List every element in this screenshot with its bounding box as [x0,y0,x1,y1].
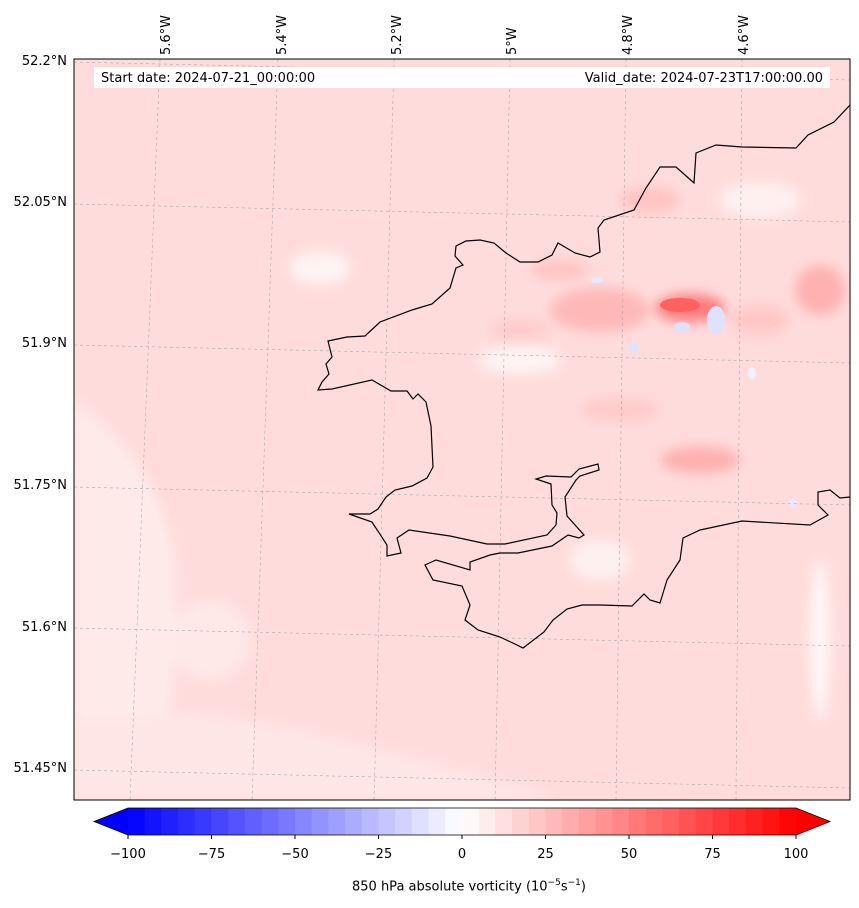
lat-label-1: 52.2°N [22,54,67,69]
colorbar-tick-label: −50 [281,847,308,862]
latitude-labels: 52.2°N 52.05°N 51.9°N 51.75°N 51.6°N 51.… [14,54,67,776]
neg-cell-2 [674,322,690,332]
light-patch-3 [480,346,560,374]
start-date-text: Start date: 2024-07-21_00:00:00 [101,71,315,86]
colorbar-extend-min [94,808,128,835]
colorbar-segment [128,808,146,835]
neg-cell-5 [789,498,797,508]
light-patch-6 [810,560,830,720]
colorbar-segment [462,808,480,835]
colorbar-segment [428,808,446,835]
colorbar-tick-label: 75 [704,847,721,862]
colorbar-segment [328,808,346,835]
lon-label-3: 5.2°W [390,15,405,55]
colorbar-extend-max [796,808,830,835]
colorbar-segment [345,808,363,835]
colorbar-segment [361,808,380,835]
colorbar-segment [562,808,580,835]
valid-date-text: Valid_date: 2024-07-23T17:00:00.00 [585,71,823,86]
colorbar-segment [629,808,647,835]
lat-label-6: 51.45°N [14,761,67,776]
map-frame [73,58,851,801]
colorbar-segment [311,808,329,835]
colorbar-tick-label: −75 [198,847,225,862]
lat-label-3: 51.9°N [22,336,67,351]
pos-patch-5 [530,260,590,280]
light-region-south [74,713,560,800]
colorbar-tick-label: 100 [784,847,809,862]
light-patch-1 [290,252,350,284]
light-patch-2 [170,600,250,680]
colorbar-segment [712,808,730,835]
colorbar-segment [762,808,780,835]
pos-patch-3 [660,446,740,474]
vorticity-field-background [74,59,850,800]
longitude-labels: 5.6°W 5.4°W 5.2°W 5°W 4.8°W 4.6°W [159,15,752,55]
colorbar-segment [512,808,530,835]
colorbar-segment [645,808,663,835]
lon-label-6: 4.6°W [737,15,752,55]
pos-patch-7 [730,304,790,336]
colorbar-segment [612,808,630,835]
lon-label-4: 5°W [505,27,520,55]
colorbar-segment [745,808,764,835]
colorbar-tick-label: −100 [110,847,146,862]
colorbar-tick-label: −25 [365,847,392,862]
colorbar-segment [495,808,513,835]
colorbar-segment [261,808,279,835]
lat-label-2: 52.05°N [14,195,67,210]
light-patch-4 [720,182,800,218]
colorbar-segment [528,808,547,835]
colorbar-segment [194,808,213,835]
colorbar-segment [295,808,313,835]
colorbar-tick-label: 0 [458,847,466,862]
light-region-west [74,400,177,800]
lon-label-5: 4.8°W [621,15,636,55]
colorbar-segment [378,808,396,835]
colorbar-segment [779,808,797,835]
pos-patch-4 [795,265,845,315]
lon-label-1: 5.6°W [159,15,174,55]
info-band [94,67,830,88]
colorbar-segment [161,808,179,835]
neg-cell-6 [748,367,756,379]
coastline [316,104,850,649]
colorbar-segment [445,808,463,835]
pos-patch-6 [620,186,680,214]
colorbar-segment [411,808,430,835]
vorticity-field [74,182,845,800]
pos-patch-1 [550,288,650,332]
pos-core [660,298,700,312]
lon-label-2: 5.4°W [275,15,290,55]
colorbar-tick-label: 50 [621,847,638,862]
pos-patch-8 [490,320,550,340]
neg-cell-1 [707,306,725,334]
light-patch-5 [570,540,630,580]
neg-cell-3 [629,343,639,353]
colorbar-segment [244,808,263,835]
colorbar-segment [278,808,296,835]
colorbar-segment [729,808,747,835]
colorbar-segment [545,808,563,835]
colorbar-segment [578,808,597,835]
pos-patch-9 [580,398,660,422]
lat-label-5: 51.6°N [22,620,67,635]
colorbar-segment [144,808,162,835]
colorbar-segment [662,808,680,835]
colorbar-tick-label: 25 [537,847,554,862]
lat-label-4: 51.75°N [14,478,67,493]
colorbar-segment [211,808,229,835]
gridlines [74,59,850,800]
colorbar-segment [695,808,714,835]
colorbar-segment [595,808,613,835]
neg-cell-4 [591,277,603,283]
colorbar-segment [178,808,196,835]
colorbar-segment [395,808,413,835]
colorbar: −100 −75 −50 −25 0 25 50 75 100 [92,807,832,862]
colorbar-segment [679,808,697,835]
colorbar-segment [228,808,246,835]
colorbar-title: 850 hPa absolute vorticity (10−5s−1) [352,878,586,895]
colorbar-segment [478,808,496,835]
